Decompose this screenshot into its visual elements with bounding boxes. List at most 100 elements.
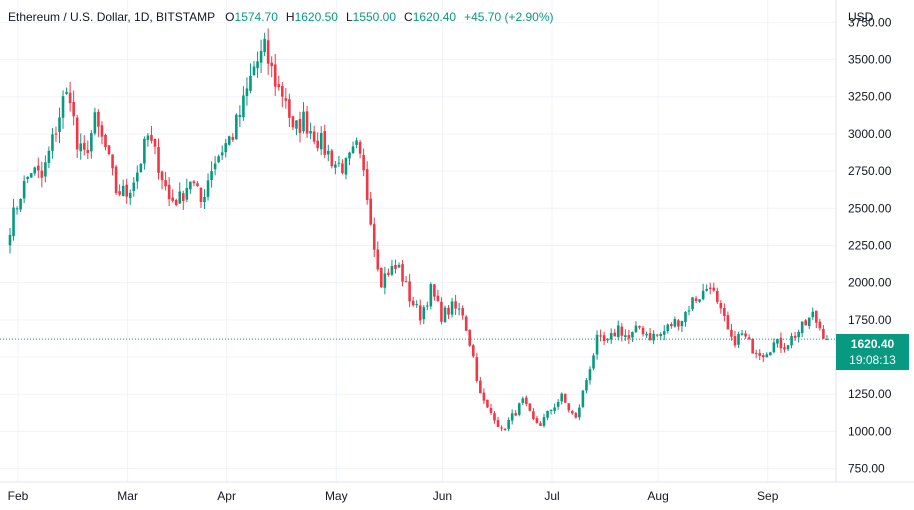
candle-body <box>599 335 602 337</box>
candle-body <box>620 326 624 336</box>
candle-body <box>588 369 592 381</box>
candle-body <box>578 407 581 418</box>
candle-body <box>475 357 479 381</box>
candle-body <box>132 182 136 192</box>
candle-body <box>380 267 383 288</box>
candle-body <box>273 64 277 87</box>
candle-body <box>164 180 167 187</box>
candle-body <box>662 331 666 335</box>
candle-body <box>330 150 334 167</box>
candle-body <box>535 418 539 424</box>
candle-body <box>93 112 97 134</box>
candle-body <box>305 111 309 134</box>
candle-body <box>213 163 217 170</box>
candle-body <box>259 51 263 63</box>
candle-body <box>758 352 762 356</box>
candle-body <box>797 331 800 338</box>
candle-body <box>581 390 585 407</box>
candle-body <box>769 352 772 356</box>
candle-body <box>125 184 129 197</box>
y-tick-label: 1000.00 <box>848 424 892 438</box>
high-value: 1620.50 <box>294 10 338 24</box>
candle-body <box>341 163 344 174</box>
candle-body <box>79 143 83 152</box>
candle-body <box>44 162 47 177</box>
grid <box>0 0 836 482</box>
candle-body <box>114 166 118 193</box>
candle-body <box>461 308 464 316</box>
candle-body <box>595 334 599 355</box>
candle-body <box>326 150 330 155</box>
candle-body <box>121 185 125 197</box>
candle-body <box>75 117 79 150</box>
candle-body <box>206 180 210 197</box>
candle-body <box>355 140 358 145</box>
change-value: +45.70 (+2.90%) <box>464 10 554 24</box>
candle-body <box>302 111 305 132</box>
candle-body <box>464 316 468 331</box>
candle-body <box>426 305 429 307</box>
price-axis[interactable]: 3750.00 3500.00 3250.00 3000.00 2750.00 2500.… <box>848 15 892 475</box>
candle-body <box>433 284 436 297</box>
candle-body <box>224 143 228 153</box>
candle-body <box>811 311 815 318</box>
candle-body <box>616 325 620 337</box>
candle-body <box>641 327 645 335</box>
candle-body <box>227 136 231 145</box>
time-axis[interactable]: Feb Mar Apr May Jun Jul Aug Sep <box>8 489 779 503</box>
candle-body <box>793 335 797 338</box>
candle-body <box>691 297 694 310</box>
candle-body <box>22 180 26 199</box>
candle-body <box>687 310 691 312</box>
candle-body <box>546 410 549 418</box>
candle-body <box>288 99 291 118</box>
candle-body <box>684 311 687 323</box>
candle-body <box>754 352 758 354</box>
candle-body <box>496 420 500 428</box>
x-tick-label: Jul <box>544 489 559 503</box>
candle-body <box>783 347 786 350</box>
candle-body <box>157 147 160 173</box>
candle-body <box>715 290 719 303</box>
open-label: O <box>225 10 235 24</box>
symbol-title[interactable]: Ethereum / U.S. Dollar, 1D, BITSTAMP <box>8 10 216 24</box>
candle-body <box>489 408 493 413</box>
candle-body <box>507 420 510 429</box>
candle-body <box>539 423 542 426</box>
candle-body <box>701 290 705 300</box>
candle-body <box>263 38 266 53</box>
high-label: H <box>285 10 295 24</box>
candle-body <box>479 380 482 394</box>
candle-body <box>298 118 302 133</box>
candle-body <box>217 156 220 163</box>
candle-body <box>54 133 58 135</box>
candle-body <box>351 146 355 154</box>
candle-body <box>556 402 560 407</box>
candle-body <box>68 92 72 104</box>
candle-body <box>295 120 298 129</box>
candle-body <box>408 281 411 302</box>
candle-body <box>319 132 323 150</box>
y-tick-label: 2500.00 <box>848 201 892 215</box>
last-price-badge: 1620.40 19:08:13 <box>836 334 909 370</box>
candle-body <box>567 403 571 411</box>
candle-body <box>818 321 822 329</box>
candle-body <box>765 354 769 358</box>
candle-body <box>36 165 40 171</box>
candle-body <box>471 345 475 357</box>
candle-body <box>659 333 663 337</box>
candle-body <box>150 135 153 141</box>
candle-body <box>553 407 556 411</box>
candle-body <box>266 40 270 64</box>
candle-body <box>372 224 376 250</box>
candle-body <box>185 188 189 200</box>
candle-body <box>733 336 737 346</box>
candle-body <box>100 125 104 137</box>
candle-body <box>514 413 518 416</box>
candle-body <box>40 170 44 178</box>
candle-body <box>334 164 337 168</box>
y-tick-label: 3500.00 <box>848 53 892 67</box>
candle-body <box>128 192 132 199</box>
